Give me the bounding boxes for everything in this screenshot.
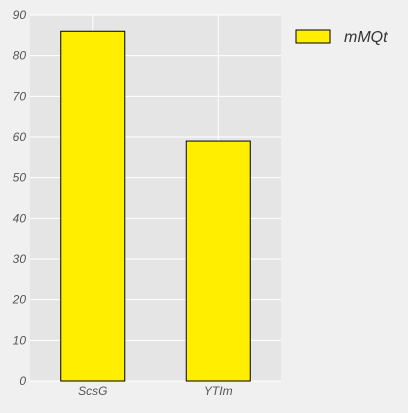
x-tick-label: ScsG: [78, 384, 107, 398]
bars: [60, 30, 251, 382]
y-tick-label: 80: [13, 49, 27, 63]
bar-scsg: [60, 30, 126, 382]
y-tick-label: 0: [19, 374, 26, 388]
y-tick-label: 20: [12, 293, 27, 307]
bar-ytim: [185, 140, 251, 382]
legend-label: mMQt: [344, 29, 388, 46]
y-axis-ticks: 0 10 20 30 40 50 60 70 80 90: [12, 8, 27, 388]
y-tick-label: 90: [13, 8, 27, 22]
x-axis-ticks: ScsG YTIm: [78, 384, 233, 398]
legend: mMQt: [295, 29, 388, 46]
y-tick-label: 40: [13, 211, 27, 225]
y-tick-label: 60: [13, 130, 27, 144]
y-tick-label: 10: [13, 333, 27, 347]
legend-swatch: [295, 29, 331, 44]
y-tick-label: 30: [13, 252, 27, 266]
y-tick-label: 70: [13, 89, 27, 103]
y-tick-label: 50: [13, 171, 27, 185]
x-tick-label: YTIm: [204, 384, 233, 398]
